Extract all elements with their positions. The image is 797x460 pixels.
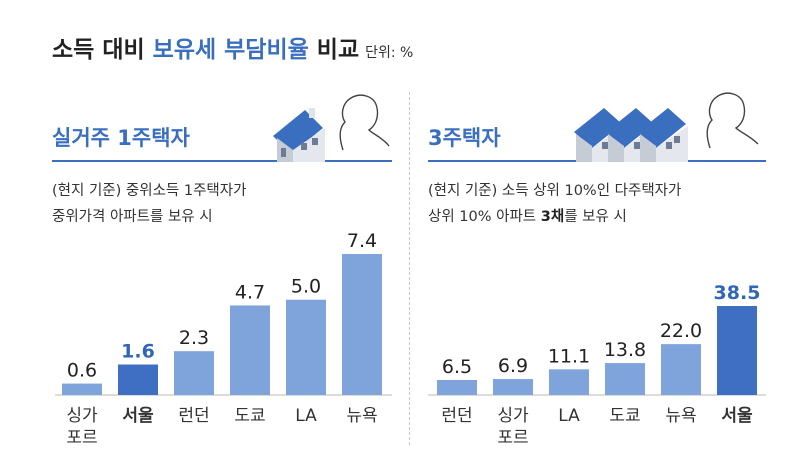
panel-title-single-owner: 실거주 1주택자 xyxy=(52,126,190,150)
bar xyxy=(549,369,589,395)
panel-divider xyxy=(409,92,410,445)
data-label: 5.0 xyxy=(291,276,321,298)
bar xyxy=(493,379,533,395)
panel-title-three-houses: 3주택자 xyxy=(428,126,501,150)
data-label: 38.5 xyxy=(714,282,761,304)
tick-label: 서울 xyxy=(122,406,154,426)
data-label: 2.3 xyxy=(179,327,209,349)
data-label: 11.1 xyxy=(548,345,590,367)
tick-label: LA xyxy=(558,406,580,426)
bar xyxy=(230,305,270,395)
panel-desc-three-houses: (현지 기준) 소득 상위 10%인 다주택자가 상위 10% 아파트 3채를 … xyxy=(428,178,681,230)
title-part2: 비교 xyxy=(308,37,360,63)
desc-line-2: 중위가격 아파트를 보유 시 xyxy=(52,209,213,225)
bar xyxy=(342,254,382,395)
tick-label: 뉴욕 xyxy=(346,406,377,426)
panel-desc-single-owner: (현지 기준) 중위소득 1주택자가 중위가격 아파트를 보유 시 xyxy=(52,178,246,230)
bar xyxy=(605,363,645,395)
title-part1: 소득 대비 xyxy=(52,37,153,63)
bar xyxy=(62,383,102,395)
desc-line-1: (현지 기준) 중위소득 1주택자가 xyxy=(52,183,247,199)
title-highlight: 보유세 부담비율 xyxy=(152,37,309,63)
three-houses-with-person-illustration xyxy=(574,92,759,162)
desc-line-1: (현지 기준) 소득 상위 10%인 다주택자가 xyxy=(428,183,682,199)
chart-title: 소득 대비 보유세 부담비율 비교 단위: % xyxy=(52,30,413,64)
bar xyxy=(661,344,701,395)
chart-single-owner: 0.6 싱가 포르 1.6 서울 2.3 런던 4.7 도쿄 5.0 LA 7.4 뉴욕 xyxy=(55,230,392,448)
single-house-with-person-illustration xyxy=(273,94,390,162)
bar xyxy=(174,351,214,395)
tick-label: 싱가 포르 xyxy=(66,406,98,448)
tick-label: 도쿄 xyxy=(234,406,265,426)
data-label: 22.0 xyxy=(660,320,702,342)
data-label: 13.8 xyxy=(604,339,646,361)
bar xyxy=(286,299,326,395)
data-label: 1.6 xyxy=(121,341,155,363)
data-label: 6.5 xyxy=(442,356,472,378)
bar xyxy=(437,379,477,395)
desc-line-2: 상위 10% 아파트 3채를 보유 시 xyxy=(428,209,627,225)
tick-label: 뉴욕 xyxy=(665,406,696,426)
data-label: 7.4 xyxy=(347,230,377,252)
panel-rule-left xyxy=(52,160,392,162)
data-label: 4.7 xyxy=(235,281,265,303)
data-label: 6.9 xyxy=(498,355,528,377)
chart-three-houses: 6.5 런던 6.9 싱가 포르 11.1 LA 13.8 도쿄 22.0 뉴욕 38.5 서울 xyxy=(428,282,766,448)
tick-label: 서울 xyxy=(721,406,753,426)
unit-label: 단위: % xyxy=(365,45,414,61)
tick-label: LA xyxy=(295,406,317,426)
data-label: 0.6 xyxy=(67,360,97,382)
tick-label: 런던 xyxy=(441,406,472,426)
bar xyxy=(118,364,158,395)
tick-label: 싱가 포르 xyxy=(497,406,529,448)
tick-label: 도쿄 xyxy=(609,406,640,426)
bar xyxy=(717,306,757,395)
tick-label: 런던 xyxy=(178,406,209,426)
